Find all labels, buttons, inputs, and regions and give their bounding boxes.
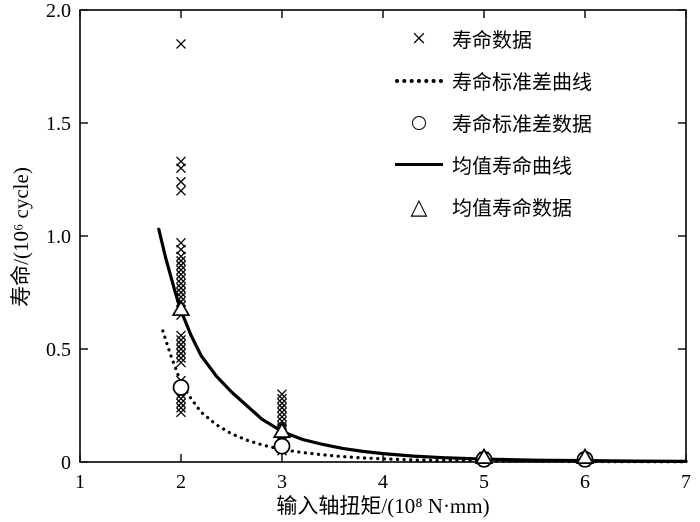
- x-tick-label: 6: [580, 471, 590, 493]
- x-tick-label: 1: [75, 471, 85, 493]
- scatter-x-marker: [176, 344, 186, 354]
- y-tick-label: 1.5: [46, 113, 71, 135]
- chart-legend: 寿命数据 寿命标准差曲线 寿命标准差数据 均值寿命曲线 均值寿命数据: [392, 24, 592, 221]
- scatter-x-marker: [176, 398, 186, 409]
- legend-item-std-data: 寿命标准差数据: [392, 108, 592, 137]
- legend-label: 均值寿命数据: [452, 198, 572, 220]
- scatter-x-marker: [277, 411, 287, 422]
- x-tick-label: 5: [479, 471, 489, 493]
- x-marker-icon: [392, 27, 446, 51]
- scatter-x-marker: [176, 264, 186, 275]
- legend-label: 寿命标准差数据: [452, 114, 592, 136]
- scatter-x-marker: [176, 273, 186, 284]
- scatter-x-marker: [176, 393, 186, 404]
- triangle-marker: [272, 421, 292, 438]
- legend-item-mean-curve: 均值寿命曲线: [392, 150, 592, 179]
- scatter-x-marker: [277, 393, 287, 404]
- scatter-x-marker: [176, 330, 186, 341]
- scatter-x-marker: [176, 339, 186, 350]
- scatter-x-marker: [176, 278, 186, 289]
- plot-border: [79, 9, 687, 463]
- scatter-x-marker: [277, 389, 287, 400]
- circle-marker: [172, 379, 190, 396]
- triangle-marker: [474, 447, 494, 464]
- circle-marker-icon: [392, 111, 446, 135]
- scatter-x-marker: [176, 163, 186, 174]
- scatter-x-marker: [176, 357, 186, 368]
- scatter-x-marker: [176, 38, 186, 49]
- legend-label: 寿命数据: [452, 30, 532, 52]
- circle-marker: [273, 437, 291, 455]
- solid-line-icon: [392, 153, 446, 177]
- triangle-marker: [575, 447, 595, 464]
- std-dev-curve: [161, 329, 688, 464]
- x-tick-label: 3: [277, 471, 287, 493]
- y-tick-label: 0.5: [46, 339, 71, 361]
- scatter-x-marker: [176, 283, 186, 293]
- legend-item-life-data: 寿命数据: [392, 24, 592, 53]
- mean-life-curve: [157, 227, 688, 463]
- scatter-x-marker: [176, 251, 186, 262]
- triangle-marker-icon: [392, 195, 446, 219]
- scatter-x-marker: [176, 269, 186, 280]
- scatter-x-marker: [277, 402, 287, 413]
- scatter-x-marker: [277, 407, 287, 418]
- scatter-x-marker: [176, 335, 186, 345]
- legend-item-mean-data: 均值寿命数据: [392, 192, 592, 221]
- scatter-x-marker: [176, 353, 186, 363]
- x-tick-label: 7: [681, 471, 691, 493]
- legend-label: 寿命标准差曲线: [452, 72, 592, 94]
- dotted-line-icon: [392, 69, 446, 93]
- y-tick-label: 1.0: [46, 226, 71, 248]
- scatter-x-marker: [277, 398, 287, 409]
- y-tick-label: 2.0: [46, 0, 71, 22]
- scatter-x-marker: [176, 176, 186, 187]
- x-tick-label: 2: [176, 471, 186, 493]
- legend-label: 均值寿命曲线: [452, 156, 572, 178]
- scatter-x-marker: [176, 407, 186, 418]
- x-axis-label: 输入轴扭矩/(10⁸ N·mm): [276, 494, 490, 518]
- scatter-x-marker: [176, 185, 186, 196]
- triangle-marker: [171, 299, 191, 316]
- scatter-x-marker: [176, 402, 186, 413]
- scatter-x-marker: [176, 260, 186, 271]
- y-tick-label: 0: [61, 452, 71, 474]
- scatter-x-marker: [176, 287, 186, 298]
- scatter-x-marker: [176, 348, 186, 359]
- scatter-x-marker: [176, 255, 186, 266]
- y-axis-label: 寿命/(10⁶ cycle): [9, 167, 33, 307]
- legend-item-std-curve: 寿命标准差曲线: [392, 66, 592, 95]
- x-tick-label: 4: [378, 471, 388, 493]
